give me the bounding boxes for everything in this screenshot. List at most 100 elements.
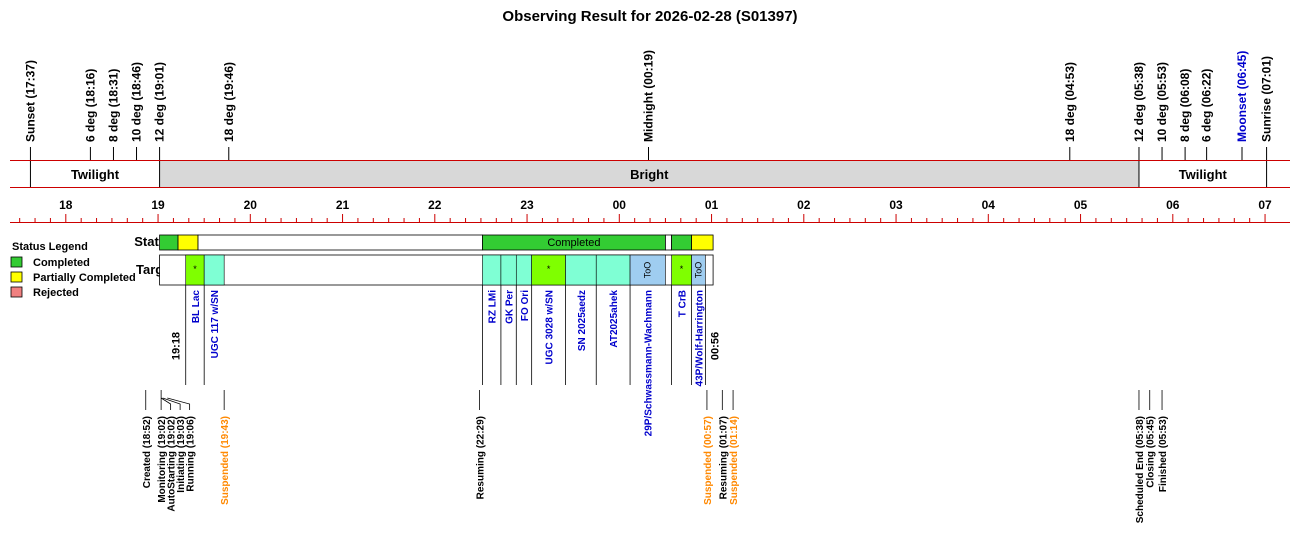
hour-label: 00 bbox=[613, 198, 627, 212]
target-block bbox=[629, 254, 666, 286]
sky-bands: Twilight Bright Twilight bbox=[10, 160, 1290, 188]
status-segment bbox=[197, 234, 483, 251]
status-segment bbox=[671, 234, 692, 251]
target-label: GK Per bbox=[505, 290, 516, 324]
legend-swatch bbox=[10, 256, 23, 268]
hour-label: 02 bbox=[797, 198, 811, 212]
target-label: 29P/Schwassmann-Wachmann bbox=[644, 290, 655, 436]
time-marker-label: 00:56 bbox=[709, 332, 721, 360]
hour-label: 21 bbox=[336, 198, 350, 212]
log-entry-label: Closing (05:45) bbox=[1146, 416, 1157, 488]
targets-row: Targets *BL Lac UGC 117 w/SN RZ LMi GK Per FO… bbox=[136, 254, 721, 436]
event-label: 12 deg (05:38) bbox=[1132, 62, 1146, 142]
event-label: 6 deg (06:22) bbox=[1200, 69, 1214, 142]
target-block bbox=[500, 254, 517, 286]
target-block bbox=[691, 254, 706, 286]
log-entry-label: Suspended (19:43) bbox=[220, 416, 231, 505]
event-label: 8 deg (06:08) bbox=[1178, 69, 1192, 142]
sky-band bbox=[159, 161, 1139, 187]
log-entry-label: Resuming (22:29) bbox=[475, 416, 486, 499]
target-marker: * bbox=[193, 264, 197, 274]
event-label: 8 deg (18:31) bbox=[106, 69, 120, 142]
legend-swatch bbox=[10, 286, 23, 298]
legend-title: Status Legend bbox=[12, 241, 88, 253]
target-label: UGC 117 w/SN bbox=[210, 290, 221, 358]
legend-item-label: Rejected bbox=[33, 287, 79, 299]
event-label: 18 deg (04:53) bbox=[1063, 62, 1077, 142]
target-marker: ToO bbox=[693, 262, 703, 279]
sky-band bbox=[1138, 161, 1267, 187]
hour-label: 19 bbox=[151, 198, 165, 212]
legend-item-label: Partially Completed bbox=[33, 272, 136, 284]
time-marker-label: 19:18 bbox=[171, 332, 183, 360]
chart-title: Observing Result for 2026-02-28 (S01397) bbox=[502, 8, 797, 25]
status-segment bbox=[177, 234, 199, 251]
status-segment bbox=[665, 234, 672, 251]
target-label: FO Ori bbox=[520, 290, 531, 321]
target-label: T CrB bbox=[678, 290, 689, 317]
sky-band-label: Twilight bbox=[71, 167, 120, 182]
sky-band-label: Bright bbox=[630, 167, 669, 182]
event-labels: Sunset (17:37) 6 deg (18:16) 8 deg (18:31)… bbox=[23, 50, 1274, 160]
target-label: BL Lac bbox=[191, 290, 202, 324]
event-label: 6 deg (18:16) bbox=[83, 69, 97, 142]
log-entry-label: Suspended (01:14) bbox=[729, 416, 740, 505]
target-label: 43P/Wolf-Harrington bbox=[694, 290, 705, 386]
legend-item-label: Completed bbox=[33, 257, 90, 269]
event-label: 10 deg (05:53) bbox=[1155, 62, 1169, 142]
log-entry-label: Suspended (00:57) bbox=[703, 416, 714, 505]
event-label: 10 deg (18:46) bbox=[130, 62, 144, 142]
hour-label: 04 bbox=[982, 198, 996, 212]
log-entries: Created (18:52) Monitoring (19:02)AutoSta… bbox=[142, 390, 1169, 523]
target-label: RZ LMi bbox=[488, 290, 499, 324]
log-entry-label: Running (19:06) bbox=[186, 416, 197, 492]
target-block bbox=[595, 254, 631, 286]
log-entry-label: Initiating (19:03) bbox=[176, 416, 187, 493]
target-block bbox=[482, 254, 502, 286]
hour-label: 06 bbox=[1166, 198, 1180, 212]
log-entry-label: Resuming (01:07) bbox=[718, 416, 729, 499]
target-marker: * bbox=[547, 264, 551, 274]
log-entry-label: Monitoring (19:02) bbox=[157, 416, 168, 503]
hour-label: 23 bbox=[520, 198, 534, 212]
event-label: 12 deg (19:01) bbox=[153, 62, 167, 142]
sky-band bbox=[30, 161, 160, 187]
hour-label: 01 bbox=[705, 198, 719, 212]
target-label: SN 2025aedz bbox=[577, 290, 588, 351]
status-row: Status Completed bbox=[134, 234, 714, 251]
target-label: AT2025ahek bbox=[609, 290, 620, 348]
log-entry-label: Created (18:52) bbox=[142, 416, 153, 488]
target-block bbox=[203, 254, 225, 286]
log-tick bbox=[167, 397, 191, 410]
hour-label: 22 bbox=[428, 198, 442, 212]
target-block bbox=[565, 254, 597, 286]
legend-swatch bbox=[10, 271, 23, 283]
target-block bbox=[515, 254, 532, 286]
hour-label: 05 bbox=[1074, 198, 1088, 212]
hour-label: 18 bbox=[59, 198, 73, 212]
status-segment bbox=[691, 234, 714, 251]
hour-label: 03 bbox=[889, 198, 903, 212]
hour-label: 07 bbox=[1258, 198, 1272, 212]
target-marker: * bbox=[680, 264, 684, 274]
event-label: Sunrise (07:01) bbox=[1260, 56, 1274, 142]
log-entry-label: AutoStarting (19:02) bbox=[167, 416, 178, 512]
event-label: 18 deg (19:46) bbox=[222, 62, 236, 142]
target-marker: ToO bbox=[643, 262, 653, 279]
target-label: UGC 3028 w/SN bbox=[545, 290, 556, 364]
event-label: Sunset (17:37) bbox=[23, 60, 37, 142]
event-label: Moonset (06:45) bbox=[1235, 51, 1249, 142]
log-entry-label: Finished (05:53) bbox=[1158, 416, 1169, 492]
event-label: Midnight (00:19) bbox=[642, 50, 656, 142]
status-segment bbox=[159, 234, 179, 251]
sky-band-label: Twilight bbox=[1179, 167, 1228, 182]
log-tick bbox=[160, 397, 172, 410]
status-segment-label: Completed bbox=[547, 237, 600, 249]
log-tick bbox=[162, 397, 181, 410]
target-block bbox=[531, 254, 566, 286]
status-legend: Status Legend Completed Partially Complete… bbox=[10, 241, 136, 299]
time-axis: 18 19 20 21 22 23 00 01 02 03 04 05 06 07 bbox=[10, 198, 1290, 223]
log-entry-label: Scheduled End (05:38) bbox=[1135, 416, 1146, 523]
hour-label: 20 bbox=[244, 198, 258, 212]
